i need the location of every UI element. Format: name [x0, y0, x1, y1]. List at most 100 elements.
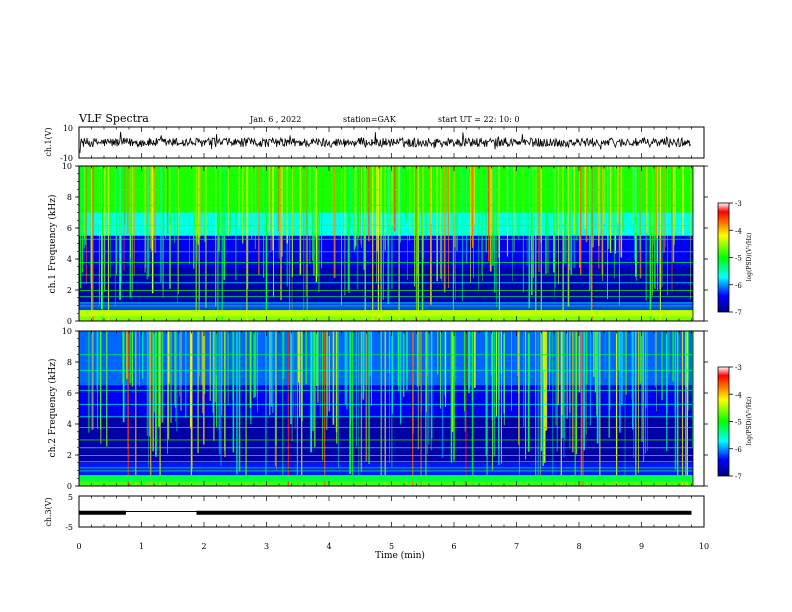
- spectrogram-ch1-band-3: [79, 266, 693, 303]
- spectrogram-ch1-streak: [405, 166, 407, 223]
- spectrogram-ch1-streak: [665, 166, 666, 247]
- waveform-ch1-line: [79, 131, 692, 153]
- colorbar-ch1-tick-label: -3: [735, 200, 742, 208]
- x-tick-label: 8: [576, 542, 581, 551]
- spectrogram-ch2-spike: [127, 331, 129, 486]
- spectrogram-ch1-streak: [584, 166, 587, 229]
- spectrogram-ch2-streak: [621, 331, 623, 405]
- spectrogram-ch1-streak: [165, 166, 167, 239]
- spectrogram-ch2-streak: [139, 331, 140, 387]
- spectrogram-ch1-streak: [281, 166, 283, 257]
- spectrogram-ch1-streak: [598, 166, 600, 246]
- spectrogram-ch1-streak: [592, 166, 594, 248]
- spectrogram-ch2-streak: [271, 331, 274, 413]
- spectrogram-ch1-hline-1: [79, 204, 693, 206]
- spectrogram-ch2-spike: [635, 331, 637, 486]
- spectrogram-ch2-streak: [542, 331, 545, 372]
- spectrogram-ch2-streak: [523, 331, 525, 427]
- spectrogram-ch2-streak: [249, 331, 252, 408]
- spectrogram-ch1-streak: [114, 166, 116, 306]
- spectrogram-ch1-spike: [217, 166, 219, 321]
- spectrogram-ch1-streak: [674, 166, 676, 230]
- spectrogram-ch1-spike: [306, 166, 308, 321]
- spectrogram-ch2-streak: [351, 331, 353, 422]
- spectrogram-ch2-streak: [369, 331, 372, 377]
- spectrogram-ch2-streak: [185, 331, 187, 419]
- waveform-ch1-ytick-bottom: -10: [60, 154, 73, 163]
- spectrogram-ch2-streak: [556, 331, 558, 452]
- spectrogram-ch2-spike: [245, 331, 247, 486]
- spectrogram-ch2-streak: [593, 331, 595, 377]
- spectrogram-ch2-streak: [319, 331, 321, 417]
- spectrogram-ch1-streak: [399, 166, 401, 243]
- spectrogram-ch1-streak: [655, 166, 658, 238]
- spectrogram-ch2-streak: [224, 331, 226, 403]
- spectrogram-ch2-streak: [451, 331, 454, 433]
- spectrogram-ch2-streak: [175, 331, 177, 422]
- spectrogram-ch2-streak: [641, 331, 643, 442]
- spectrogram-ch2-streak: [220, 331, 222, 466]
- spectrogram-ch1-streak: [690, 166, 692, 230]
- spectrogram-ch1-streak: [223, 166, 225, 280]
- spectrogram-ch1-streak: [613, 166, 615, 279]
- spectrogram-ch1-streak: [123, 166, 125, 271]
- spectrogram-ch2-streak: [301, 331, 303, 422]
- spectrogram-ch1-panel: 0 2 4 6 8 10 ch.1 Frequency (kHz): [47, 162, 708, 326]
- spectrogram-ch2-streak: [596, 331, 598, 416]
- spectrogram-ch1-hline-0: [79, 189, 693, 191]
- spectrogram-ch1-streak: [617, 166, 619, 224]
- spectrogram-ch1-hline-11: [79, 305, 693, 307]
- spectrogram-ch2-streak: [129, 331, 132, 383]
- spectrogram-ch2-spike: [681, 331, 684, 486]
- spectrogram-ch1-spike: [562, 166, 564, 321]
- spectrogram-ch1-streak: [522, 166, 524, 293]
- spectrogram-ch2-streak: [332, 331, 335, 425]
- spectrogram-ch1-streak: [204, 166, 206, 242]
- spectrogram-ch2-streak: [313, 331, 316, 447]
- colorbar-ch2-label: log(PSD)(V²/Hz): [746, 397, 753, 446]
- spectrogram-ch2-streak: [132, 331, 133, 387]
- spectrogram-ch1-streak: [235, 166, 237, 281]
- spectrogram-ch1-streak: [90, 166, 92, 283]
- spectrogram-ch2-streak: [312, 331, 314, 431]
- spectrogram-ch2-streak: [100, 331, 101, 430]
- spectrogram-ch1-streak: [254, 166, 256, 250]
- spectrogram-ch2-streak: [215, 331, 218, 376]
- spectrogram-ch2-streak: [358, 331, 360, 477]
- spectrogram-ch2-streak: [540, 331, 542, 475]
- spectrogram-ch1-streak: [150, 166, 152, 249]
- spectrogram-ch1-streak: [461, 166, 463, 301]
- spectrogram-ch1-streak: [178, 166, 179, 294]
- spectrogram-ch2-streak: [618, 331, 621, 371]
- spectrogram-ch2-spike: [159, 331, 161, 486]
- spectrogram-ch1-streak: [98, 166, 100, 305]
- spectrogram-ch2-streak: [299, 331, 301, 418]
- spectrogram-ch2-streak: [500, 331, 502, 374]
- spectrogram-ch1-streak: [645, 166, 647, 301]
- spectrogram-ch1-streak: [407, 166, 408, 281]
- spectrogram-ch1-band-1: [79, 212, 693, 237]
- spectrogram-ch2-streak: [645, 331, 647, 408]
- spectrogram-ch2-streak: [180, 331, 182, 411]
- spectrogram-ch1-streak: [488, 166, 490, 262]
- spectrogram-ch2-streak: [257, 331, 258, 413]
- spectrogram-ch1-spike: [535, 166, 537, 321]
- spectrogram-ch1-streak: [218, 166, 220, 252]
- spectrogram-ch1-streak: [205, 166, 207, 308]
- spectrogram-ch1-spike: [101, 166, 103, 321]
- spectrogram-ch1-streak: [146, 166, 149, 280]
- x-tick-label: 4: [326, 542, 331, 551]
- spectrogram-ch2-streak: [668, 331, 670, 375]
- spectrogram-ch2-streak: [555, 331, 557, 426]
- x-tick-label: 3: [264, 542, 269, 551]
- spectrogram-ch2-streak: [543, 331, 546, 463]
- spectrogram-ch2-streak: [552, 331, 554, 475]
- spectrogram-ch2-streak: [203, 331, 205, 445]
- spectrogram-ch2-streak: [594, 331, 596, 393]
- spectrogram-ch1-streak: [303, 166, 305, 310]
- waveform-ch1-trace: [79, 131, 692, 153]
- spectrogram-ch2-streak: [158, 331, 160, 427]
- spectrogram-ch2-streak: [416, 331, 418, 387]
- spectrogram-ch1-streak: [243, 166, 244, 224]
